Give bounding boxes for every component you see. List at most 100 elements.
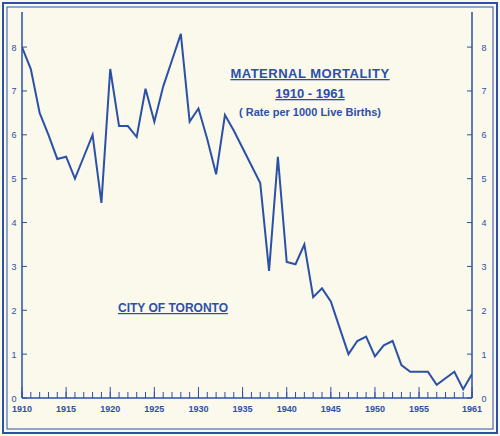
y-tick bbox=[467, 222, 472, 223]
annotation: ( Rate per 1000 Live Births) bbox=[239, 106, 381, 118]
x-minor-tick bbox=[445, 392, 446, 398]
x-tick bbox=[22, 387, 23, 398]
y-tick bbox=[467, 398, 472, 399]
x-minor-tick bbox=[74, 392, 75, 398]
background bbox=[0, 0, 500, 436]
x-minor-tick bbox=[427, 392, 428, 398]
x-minor-tick bbox=[269, 392, 270, 398]
y-tick-label: 2 bbox=[11, 306, 16, 316]
x-minor-tick bbox=[180, 392, 181, 398]
y-tick-label: 3 bbox=[481, 262, 486, 272]
x-tick-label: 1910 bbox=[12, 404, 32, 414]
y-tick bbox=[22, 310, 27, 311]
y-tick-label: 4 bbox=[11, 218, 16, 228]
y-tick-label: 5 bbox=[11, 174, 16, 184]
y-tick bbox=[467, 310, 472, 311]
x-minor-tick bbox=[277, 392, 278, 398]
plot-area bbox=[22, 34, 472, 389]
x-tick-label: 1925 bbox=[144, 404, 164, 414]
x-tick bbox=[419, 387, 420, 398]
y-tick bbox=[22, 222, 27, 223]
y-axis-right bbox=[471, 12, 473, 398]
x-minor-tick bbox=[136, 392, 137, 398]
y-tick-label: 1 bbox=[11, 350, 16, 360]
x-minor-tick bbox=[57, 392, 58, 398]
x-minor-tick bbox=[233, 392, 234, 398]
y-tick-label: 1 bbox=[481, 350, 486, 360]
y-tick-label: 7 bbox=[481, 86, 486, 96]
title: MATERNAL MORTALITY bbox=[230, 66, 389, 81]
x-minor-tick bbox=[392, 392, 393, 398]
x-minor-tick bbox=[48, 392, 49, 398]
x-minor-tick bbox=[313, 392, 314, 398]
y-tick-label: 2 bbox=[481, 306, 486, 316]
y-tick bbox=[467, 90, 472, 91]
frame bbox=[3, 3, 497, 433]
x-minor-tick bbox=[216, 392, 217, 398]
x-minor-tick bbox=[322, 392, 323, 398]
y-axis bbox=[21, 12, 23, 398]
y-tick-label: 4 bbox=[481, 218, 486, 228]
x-minor-tick bbox=[454, 392, 455, 398]
x-minor-tick bbox=[224, 392, 225, 398]
x-minor-tick bbox=[39, 392, 40, 398]
y-tick bbox=[22, 354, 27, 355]
y-tick bbox=[22, 266, 27, 267]
x-tick-label: 1915 bbox=[56, 404, 76, 414]
x-tick-label: 1955 bbox=[409, 404, 429, 414]
frame bbox=[7, 7, 493, 429]
y-tick bbox=[467, 47, 472, 48]
y-tick bbox=[467, 134, 472, 135]
x-tick-label: 1920 bbox=[100, 404, 120, 414]
x-axis bbox=[22, 397, 472, 399]
x-minor-tick bbox=[463, 392, 464, 398]
x-minor-tick bbox=[357, 392, 358, 398]
line-series bbox=[22, 34, 472, 389]
x-minor-tick bbox=[339, 392, 340, 398]
x-minor-tick bbox=[145, 392, 146, 398]
x-minor-tick bbox=[127, 392, 128, 398]
x-minor-tick bbox=[30, 392, 31, 398]
x-minor-tick bbox=[163, 392, 164, 398]
x-tick bbox=[198, 387, 199, 398]
x-tick bbox=[154, 387, 155, 398]
y-tick bbox=[467, 354, 472, 355]
y-tick bbox=[22, 90, 27, 91]
y-tick-label: 6 bbox=[481, 130, 486, 140]
y-tick-label: 0 bbox=[11, 394, 16, 404]
x-minor-tick bbox=[304, 392, 305, 398]
x-minor-tick bbox=[410, 392, 411, 398]
annotation: CITY OF TORONTO bbox=[118, 301, 228, 315]
x-minor-tick bbox=[83, 392, 84, 398]
y-tick bbox=[467, 266, 472, 267]
x-tick bbox=[242, 387, 243, 398]
x-tick-label: 1945 bbox=[321, 404, 341, 414]
y-tick-label: 8 bbox=[481, 43, 486, 53]
x-tick bbox=[472, 387, 473, 398]
x-tick-label: 1930 bbox=[188, 404, 208, 414]
x-tick-label: 1935 bbox=[233, 404, 253, 414]
x-minor-tick bbox=[207, 392, 208, 398]
y-tick bbox=[22, 178, 27, 179]
x-minor-tick bbox=[172, 392, 173, 398]
x-tick bbox=[66, 387, 67, 398]
x-minor-tick bbox=[295, 392, 296, 398]
y-tick-label: 6 bbox=[11, 130, 16, 140]
x-tick-label: 1950 bbox=[365, 404, 385, 414]
x-tick-label: 1961 bbox=[462, 404, 482, 414]
x-minor-tick bbox=[189, 392, 190, 398]
x-tick bbox=[374, 387, 375, 398]
x-minor-tick bbox=[383, 392, 384, 398]
x-minor-tick bbox=[251, 392, 252, 398]
x-minor-tick bbox=[401, 392, 402, 398]
x-minor-tick bbox=[92, 392, 93, 398]
chart: 0011223344556677881910191519201925193019… bbox=[0, 0, 500, 436]
y-tick-label: 3 bbox=[11, 262, 16, 272]
y-tick-label: 7 bbox=[11, 86, 16, 96]
x-tick bbox=[286, 387, 287, 398]
y-tick bbox=[467, 178, 472, 179]
x-tick bbox=[110, 387, 111, 398]
subtitle: 1910 - 1961 bbox=[275, 86, 344, 101]
x-minor-tick bbox=[348, 392, 349, 398]
x-minor-tick bbox=[366, 392, 367, 398]
